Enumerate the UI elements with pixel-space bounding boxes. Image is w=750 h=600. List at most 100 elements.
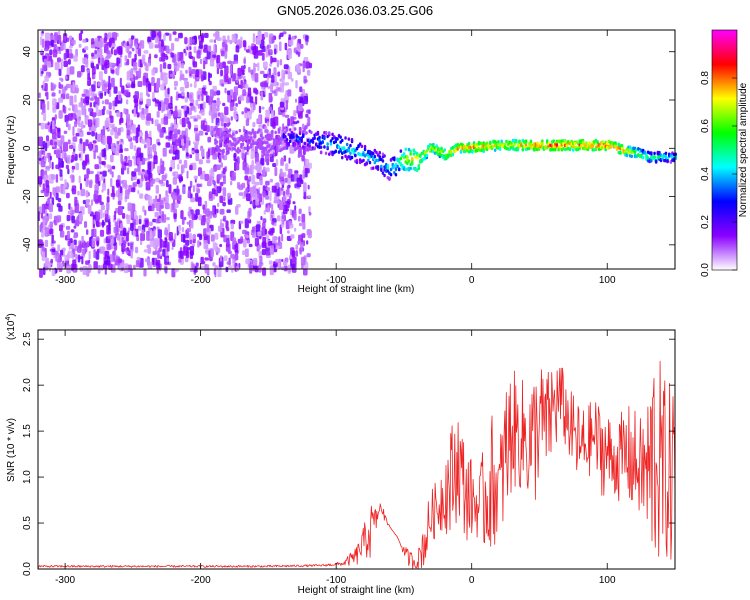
spectrogram-cell bbox=[244, 107, 248, 114]
spectrogram-cell bbox=[250, 96, 254, 103]
spectrogram-cell bbox=[50, 258, 53, 264]
spectrogram-cell bbox=[122, 179, 127, 188]
spectrogram-cell bbox=[217, 202, 220, 207]
spectrogram-cell bbox=[81, 235, 84, 243]
spectrogram-cell bbox=[88, 119, 93, 128]
spectrogram-cell bbox=[394, 167, 398, 171]
spectrogram-cell bbox=[124, 90, 129, 97]
spectrogram-cell bbox=[220, 138, 224, 142]
spectrogram-cell bbox=[443, 148, 446, 152]
spectrogram-cell bbox=[580, 144, 583, 148]
spectrogram-cell bbox=[66, 155, 71, 164]
spectrogram-cell bbox=[206, 125, 210, 133]
spectrogram-cell bbox=[254, 165, 258, 170]
spectrogram-cell bbox=[111, 43, 116, 48]
spectrogram-cell bbox=[653, 151, 656, 156]
spectrogram-cell bbox=[65, 75, 68, 80]
x-tick-label: 0 bbox=[469, 275, 475, 286]
spectrogram-cell bbox=[303, 141, 307, 146]
spectrogram-cell bbox=[643, 150, 647, 154]
spectrogram-cell bbox=[398, 167, 401, 172]
spectrogram-cell bbox=[186, 227, 191, 233]
spectrogram-cell bbox=[195, 99, 199, 106]
spectrogram-cell bbox=[137, 189, 140, 195]
spectrogram-cell bbox=[43, 112, 47, 122]
spectrogram-cell bbox=[179, 177, 184, 182]
spectrogram-cell bbox=[68, 203, 71, 210]
spectrogram-cell bbox=[138, 68, 142, 75]
spectrogram-cell bbox=[67, 168, 70, 175]
spectrogram-cell bbox=[190, 209, 194, 215]
spectrogram-cell bbox=[52, 49, 58, 58]
spectrogram-cell bbox=[239, 220, 244, 224]
spectrogram-cell bbox=[158, 247, 162, 252]
spectrogram-cell bbox=[269, 63, 272, 67]
spectrogram-cell bbox=[67, 139, 71, 145]
spectrogram-cell bbox=[38, 136, 43, 147]
spectrogram-cell bbox=[84, 174, 89, 179]
spectrogram-cell bbox=[372, 151, 375, 156]
spectrogram-cell bbox=[228, 265, 232, 269]
spectrogram-cell bbox=[329, 142, 333, 146]
spectrogram-cell bbox=[39, 36, 43, 46]
spectrogram-cell bbox=[262, 218, 267, 224]
spectrogram-cell bbox=[194, 127, 198, 132]
spectrogram-cell bbox=[305, 131, 308, 135]
spectrogram-cell bbox=[137, 164, 141, 173]
spectrogram-cell bbox=[187, 122, 192, 129]
spectrogram-cell bbox=[261, 227, 266, 236]
spectrogram-cell bbox=[234, 242, 239, 253]
spectrogram-cell bbox=[111, 165, 116, 170]
spectrogram-cell bbox=[86, 131, 92, 136]
spectrogram-cell bbox=[60, 61, 63, 70]
spectrogram-cell bbox=[245, 146, 248, 151]
spectrogram-cell bbox=[132, 135, 136, 141]
spectrogram-cell bbox=[51, 161, 54, 170]
spectrogram-cell bbox=[172, 171, 176, 177]
colorbar-tick-label: 0.6 bbox=[700, 119, 711, 133]
spectrogram-cell bbox=[102, 212, 105, 218]
spectrogram-cell bbox=[102, 183, 105, 188]
spectrogram-cell bbox=[529, 139, 533, 143]
colorbar: 0.0 0.2 0.4 0.6 0.8 Normalized spectral ampl… bbox=[700, 29, 749, 277]
spectrogram-cell bbox=[160, 165, 165, 174]
y-tick-label: 2.5 bbox=[22, 332, 33, 346]
spectrogram-cell bbox=[130, 37, 133, 47]
spectrogram-cell bbox=[181, 62, 184, 69]
spectrogram-cell bbox=[596, 140, 599, 144]
y-tick-label: 40 bbox=[22, 46, 33, 58]
snr-y-label: SNR (10 * v/v) bbox=[6, 418, 17, 482]
snr-trace bbox=[37, 360, 676, 570]
spectrogram-cell bbox=[202, 214, 206, 222]
spectrogram-cell bbox=[134, 91, 139, 100]
spectrogram-cell bbox=[254, 141, 258, 145]
spectrogram-cell bbox=[224, 73, 229, 83]
spectrogram-cell bbox=[82, 141, 86, 152]
spectrogram-cell bbox=[250, 69, 254, 75]
spectrogram-cell bbox=[133, 61, 138, 71]
y-tick-label: 0.0 bbox=[22, 562, 33, 576]
spectrogram-cell bbox=[459, 150, 463, 154]
spectrogram-cell bbox=[72, 81, 75, 92]
spectrogram-cell bbox=[223, 131, 227, 136]
spectrogram-cell bbox=[58, 110, 63, 119]
spectrogram-cell bbox=[305, 159, 310, 167]
spectrogram-cell bbox=[139, 129, 142, 133]
spectrogram-cell bbox=[207, 148, 210, 158]
spectrogram-cell bbox=[199, 58, 203, 65]
spectrogram-cell bbox=[229, 65, 233, 75]
spectrogram-cells bbox=[38, 30, 677, 278]
spectrogram-cell bbox=[189, 36, 193, 46]
spectrogram-cell bbox=[157, 229, 162, 239]
spectrogram-cell bbox=[241, 182, 246, 189]
spectrogram-cell bbox=[227, 192, 231, 200]
spectrogram-cell bbox=[277, 130, 281, 134]
spectrogram-cell bbox=[192, 38, 195, 44]
spectrogram-cell bbox=[188, 92, 194, 101]
spectrogram-cell bbox=[257, 231, 262, 237]
spectrogram-cell bbox=[287, 118, 290, 127]
spectrogram-cell bbox=[192, 234, 196, 240]
spectrogram-cell bbox=[50, 39, 55, 48]
spectrogram-cell bbox=[81, 105, 85, 116]
spectrogram-cell bbox=[189, 83, 193, 88]
